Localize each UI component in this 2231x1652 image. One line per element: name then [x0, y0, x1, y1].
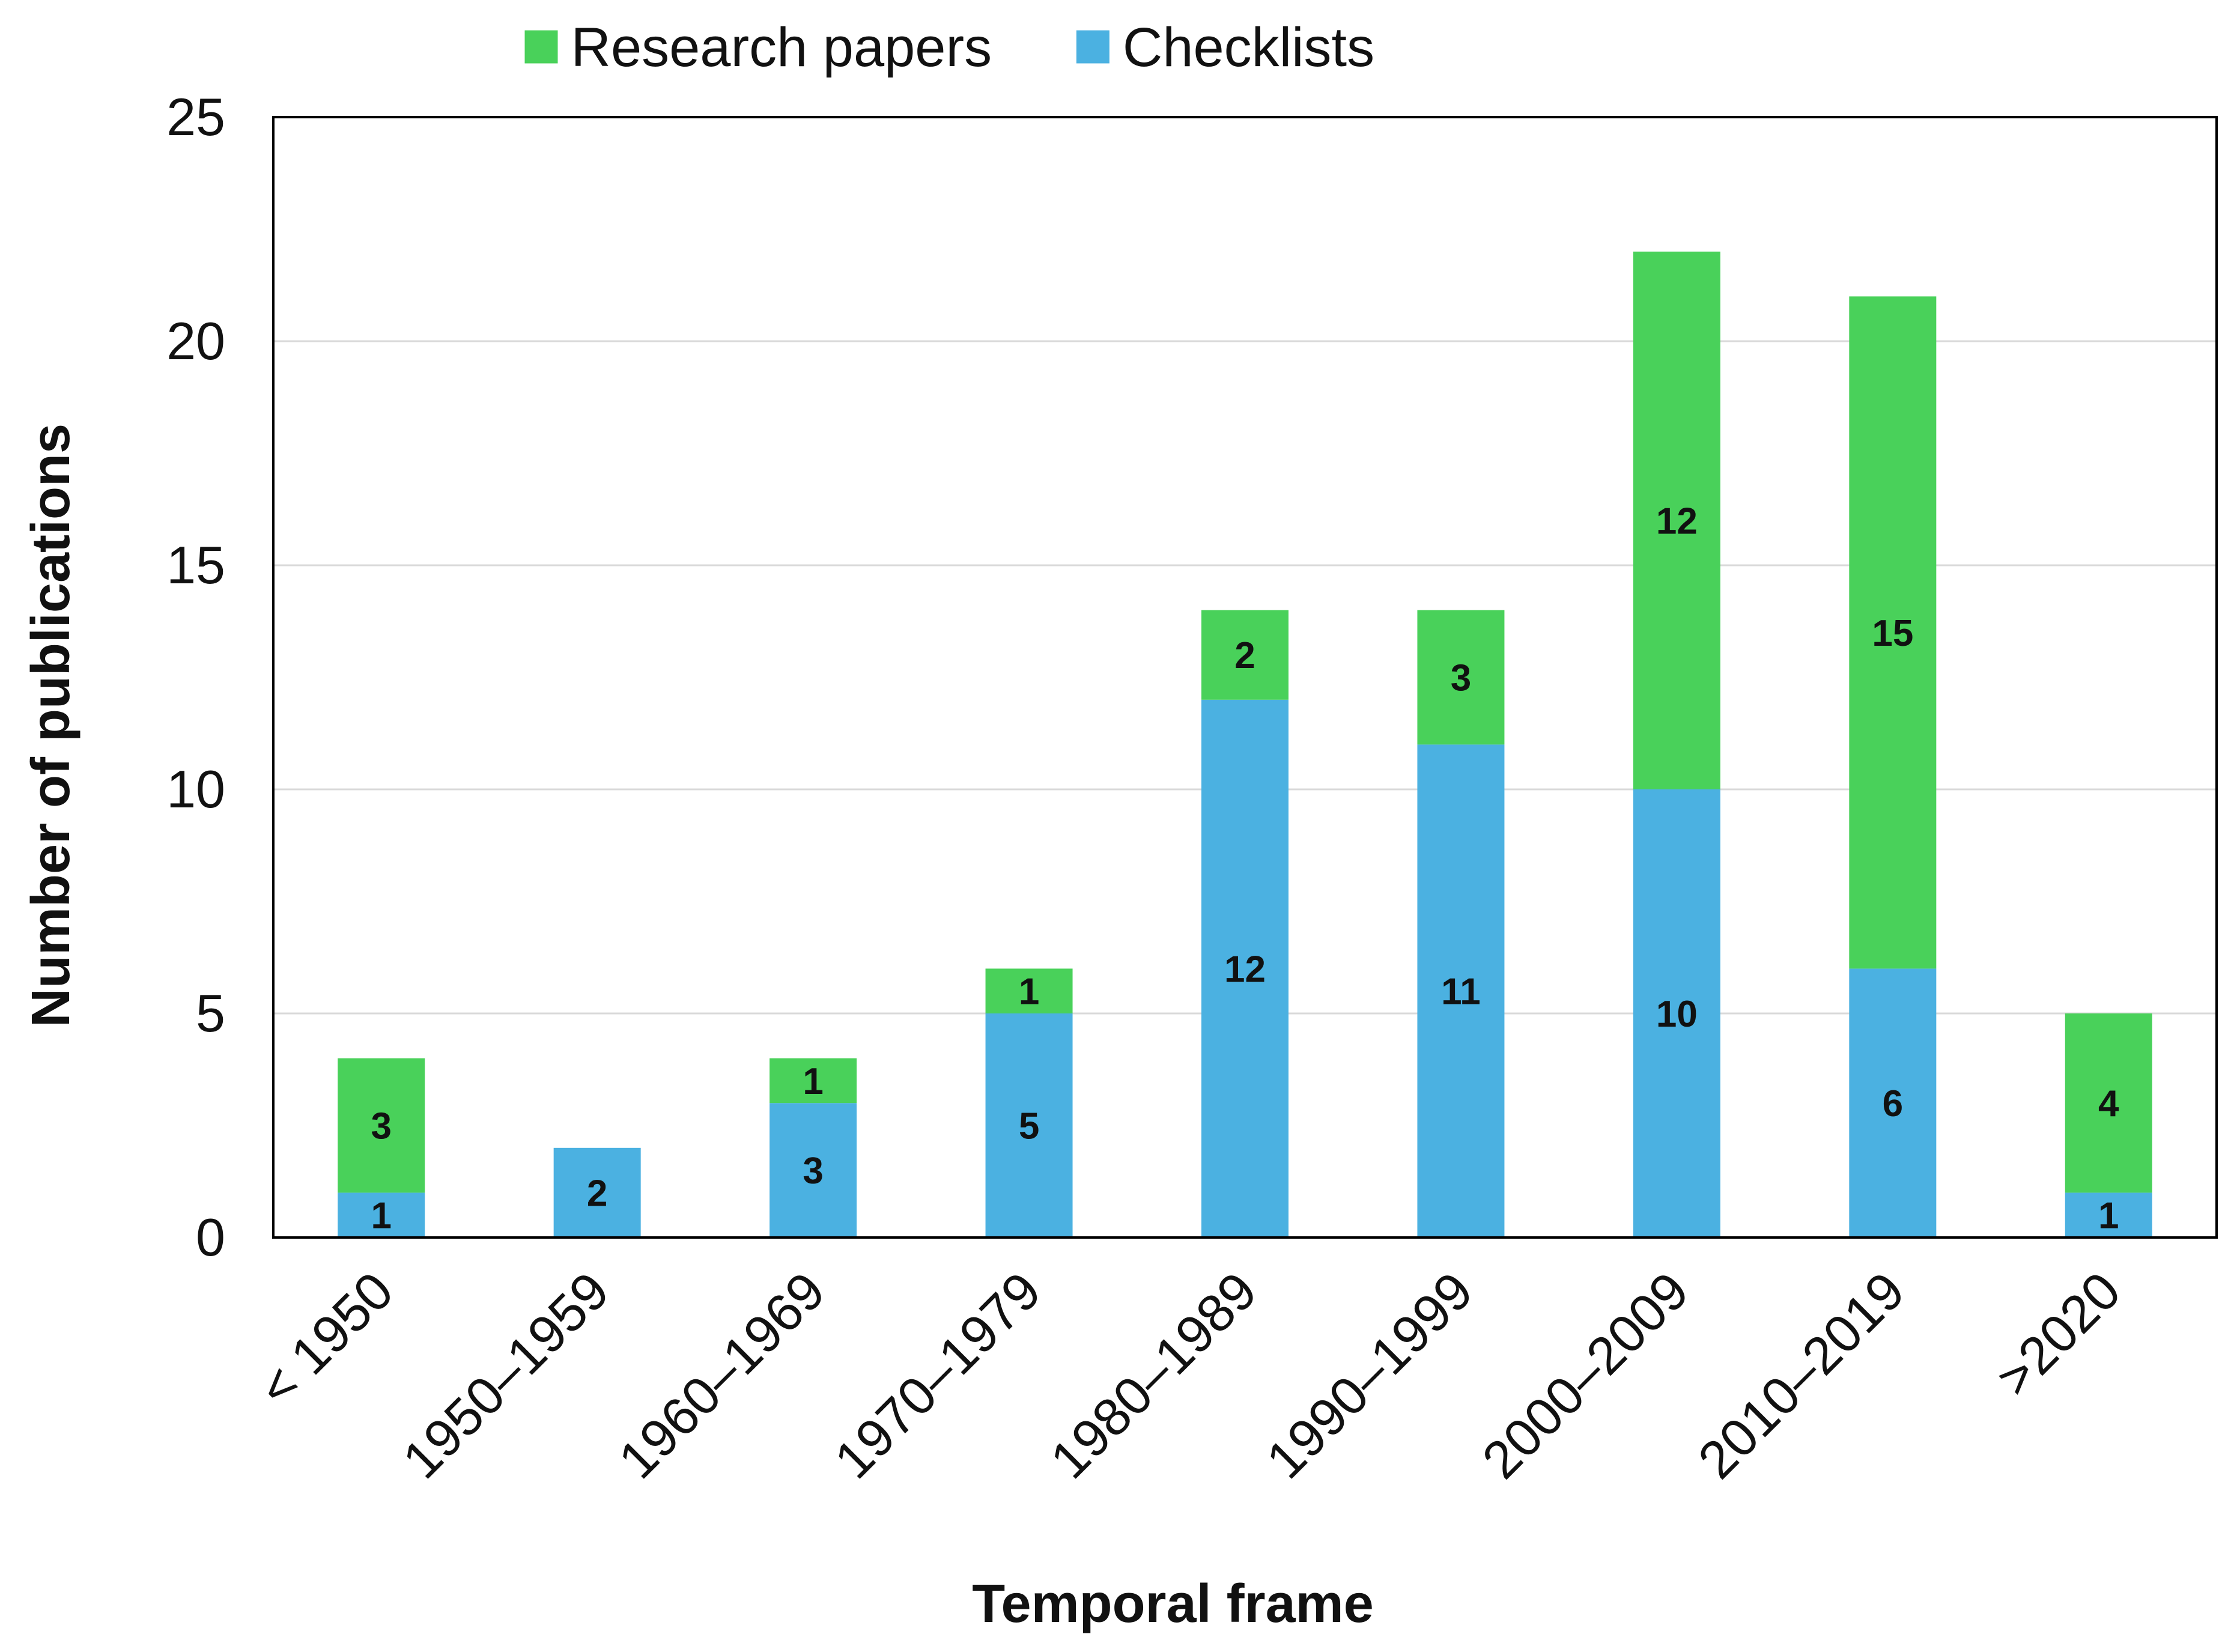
data-label: 10 — [1656, 994, 1698, 1035]
data-label: 1 — [371, 1195, 391, 1237]
bar-checklists — [985, 1013, 1073, 1237]
data-label: 2 — [1234, 635, 1255, 676]
x-tick-label: 1970–1979 — [823, 1260, 1052, 1489]
bar-research-papers — [1633, 251, 1720, 789]
bar-research-papers — [338, 1058, 425, 1193]
data-label: 6 — [1883, 1083, 1903, 1125]
legend-swatch — [1076, 30, 1109, 64]
data-label: 12 — [1656, 500, 1698, 542]
y-tick-label: 0 — [196, 1207, 225, 1267]
y-axis-title: Number of publications — [21, 424, 81, 1027]
data-label: 3 — [1451, 658, 1471, 699]
bar-checklists — [1417, 744, 1505, 1237]
bar-research-papers — [1849, 296, 1937, 969]
data-label: 11 — [1441, 971, 1481, 1013]
bar-checklists — [1201, 699, 1289, 1237]
y-tick-label: 10 — [166, 759, 225, 819]
data-label: 1 — [803, 1061, 823, 1102]
bar-checklists — [1633, 789, 1720, 1237]
bar-checklists — [1849, 968, 1937, 1237]
bar-research-papers — [769, 1058, 857, 1104]
x-tick-label: 1950–1959 — [391, 1260, 620, 1489]
data-label: 1 — [2098, 1195, 2119, 1237]
x-tick-label: >2020 — [1985, 1260, 2132, 1408]
bar-research-papers — [1201, 610, 1289, 700]
y-tick-label: 15 — [166, 535, 225, 595]
x-tick-label: < 1950 — [247, 1260, 404, 1418]
x-tick-label: 2010–2019 — [1687, 1260, 1916, 1489]
bar-checklists — [338, 1192, 425, 1237]
legend: Research papers Checklists — [524, 17, 1374, 78]
x-tick-label: 1990–1999 — [1255, 1260, 1484, 1489]
legend-label: Checklists — [1123, 17, 1374, 78]
y-tick-label: 20 — [166, 311, 225, 371]
bar-research-papers — [2065, 1013, 2152, 1193]
data-label: 3 — [803, 1150, 823, 1192]
x-axis-title: Temporal frame — [972, 1574, 1374, 1634]
bar-research-papers — [1417, 610, 1505, 745]
x-tick-label: 2000–2009 — [1471, 1260, 1699, 1489]
data-label: 12 — [1224, 949, 1266, 990]
bar-checklists — [769, 1103, 857, 1237]
data-label: 4 — [2098, 1083, 2119, 1125]
y-axis-ticks: 0 5 10 15 20 25 — [166, 87, 225, 1267]
data-label: 3 — [371, 1106, 391, 1147]
bar-research-papers — [985, 968, 1073, 1013]
bar-checklists — [553, 1147, 641, 1237]
legend-label: Research papers — [571, 17, 992, 78]
y-tick-label: 5 — [196, 983, 225, 1043]
plot-frame — [272, 116, 2218, 1239]
legend-swatch — [524, 30, 558, 64]
x-tick-label: 1980–1989 — [1039, 1260, 1267, 1489]
data-label: 2 — [587, 1173, 607, 1214]
x-axis-ticks: < 19501950–19591960–19691970–19791980–19… — [247, 1260, 2132, 1489]
bars — [338, 251, 2152, 1237]
data-label: 15 — [1872, 613, 1913, 654]
data-label: 5 — [1019, 1106, 1039, 1147]
y-tick-label: 25 — [166, 87, 225, 147]
bar-checklists — [2065, 1192, 2152, 1237]
data-label: 1 — [1019, 971, 1039, 1013]
x-tick-label: 1960–1969 — [607, 1260, 836, 1489]
